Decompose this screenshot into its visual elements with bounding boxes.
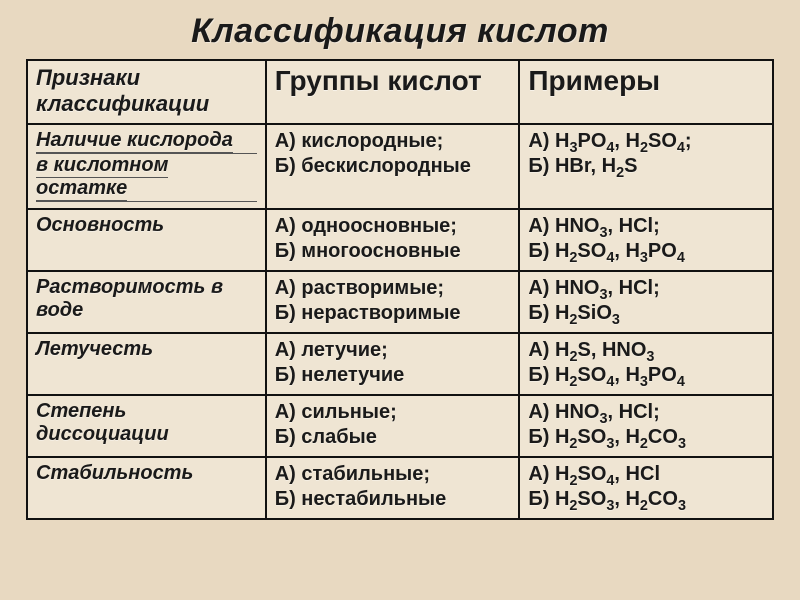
examples-cell: А) HNO3, HCl;Б) H2SiO3 [519, 271, 773, 333]
feature-text: Растворимость в [36, 276, 257, 299]
col-header-groups: Группы кислот [266, 60, 520, 124]
group-b: Б) многоосновные [275, 239, 511, 264]
table-row: Растворимость вводеА) растворимые;Б) нер… [27, 271, 773, 333]
group-a: А) стабильные; [275, 462, 511, 487]
col-header-feature-l2: классификации [36, 91, 257, 117]
group-a: А) растворимые; [275, 276, 511, 301]
feature-cell: Летучесть [27, 333, 266, 395]
feature-text: диссоциации [36, 423, 257, 446]
group-b: Б) бескислородные [275, 154, 511, 179]
examples-cell: А) HNO3, HCl;Б) H2SO3, H2CO3 [519, 395, 773, 457]
examples-b: Б) H2SO4, H3PO4 [528, 239, 764, 264]
group-b: Б) нестабильные [275, 487, 511, 512]
table-body: Наличие кислородав кислотном остаткеА) к… [27, 124, 773, 519]
table-row: Стабильность А) стабильные;Б) нестабильны… [27, 457, 773, 519]
groups-cell: А) стабильные;Б) нестабильные [266, 457, 520, 519]
col-header-feature: Признаки классификации [27, 60, 266, 124]
groups-cell: А) растворимые;Б) нерастворимые [266, 271, 520, 333]
examples-b: Б) H2SO3, H2CO3 [528, 487, 764, 512]
feature-cell: Наличие кислородав кислотном остатке [27, 124, 266, 209]
group-b: Б) нелетучие [275, 363, 511, 388]
group-a: А) кислородные; [275, 129, 511, 154]
group-a: А) одноосновные; [275, 214, 511, 239]
examples-cell: А) HNO3, HCl;Б) H2SO4, H3PO4 [519, 209, 773, 271]
groups-cell: А) летучие;Б) нелетучие [266, 333, 520, 395]
examples-a: А) H2SO4, HCl [528, 462, 764, 487]
classification-table: Признаки классификации Группы кислот При… [26, 59, 774, 520]
examples-cell: А) H3PO4, H2SO4; Б) HBr, H2S [519, 124, 773, 209]
groups-cell: А) сильные;Б) слабые [266, 395, 520, 457]
feature-text: Летучесть [36, 338, 257, 361]
table-header-row: Признаки классификации Группы кислот При… [27, 60, 773, 124]
examples-b: Б) HBr, H2S [528, 154, 764, 179]
col-header-feature-l1: Признаки [36, 65, 257, 91]
feature-text: Наличие кислорода [36, 129, 257, 154]
feature-text: Стабильность [36, 462, 257, 485]
groups-cell: А) одноосновные;Б) многоосновные [266, 209, 520, 271]
examples-b: Б) H2SO3, H2CO3 [528, 425, 764, 450]
group-b: Б) слабые [275, 425, 511, 450]
groups-cell: А) кислородные;Б) бескислородные [266, 124, 520, 209]
examples-cell: А) H2SO4, HClБ) H2SO3, H2CO3 [519, 457, 773, 519]
table-row: ЛетучестьА) летучие;Б) нелетучиеА) H2S, … [27, 333, 773, 395]
table-row: Наличие кислородав кислотном остаткеА) к… [27, 124, 773, 209]
group-b: Б) нерастворимые [275, 301, 511, 326]
group-a: А) летучие; [275, 338, 511, 363]
table-row: СтепеньдиссоциацииА) сильные;Б) слабыеА)… [27, 395, 773, 457]
examples-b: Б) H2SO4, H3PO4 [528, 363, 764, 388]
examples-b: Б) H2SiO3 [528, 301, 764, 326]
examples-cell: А) H2S, HNO3Б) H2SO4, H3PO4 [519, 333, 773, 395]
slide-title: Классификация кислот [26, 12, 774, 51]
feature-cell: Основность [27, 209, 266, 271]
feature-cell: Степеньдиссоциации [27, 395, 266, 457]
slide: Классификация кислот Признаки классифика… [0, 0, 800, 600]
examples-a: А) H2S, HNO3 [528, 338, 764, 363]
examples-a: А) HNO3, HCl; [528, 276, 764, 301]
examples-a: А) H3PO4, H2SO4; [528, 129, 764, 154]
feature-cell: Стабильность [27, 457, 266, 519]
group-a: А) сильные; [275, 400, 511, 425]
feature-text: Основность [36, 214, 257, 237]
examples-a: А) HNO3, HCl; [528, 400, 764, 425]
examples-a: А) HNO3, HCl; [528, 214, 764, 239]
table-row: Основность А) одноосновные;Б) многоосновн… [27, 209, 773, 271]
feature-cell: Растворимость вводе [27, 271, 266, 333]
feature-text: в кислотном остатке [36, 154, 257, 202]
feature-text: Степень [36, 400, 257, 423]
col-header-examples: Примеры [519, 60, 773, 124]
feature-text: воде [36, 299, 257, 322]
